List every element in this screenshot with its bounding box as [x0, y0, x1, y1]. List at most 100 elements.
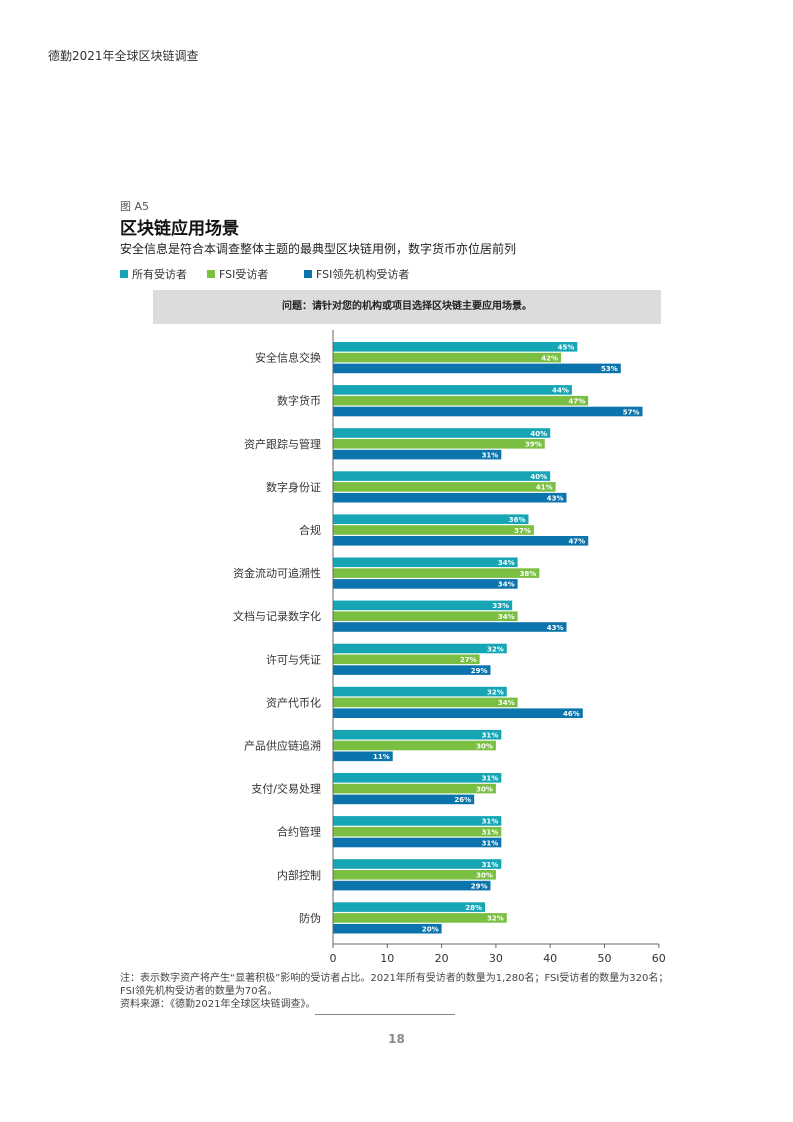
- data-label-all: 31%: [482, 775, 499, 783]
- x-tick-label: 0: [330, 952, 337, 965]
- data-label-all: 34%: [498, 559, 515, 567]
- category-label: 合约管理: [277, 825, 321, 839]
- bar-fsi: [333, 352, 562, 363]
- figure-title: 区块链应用场景: [120, 219, 239, 239]
- bar-fsi-lead: [333, 923, 442, 934]
- bar-fsi-lead: [333, 579, 518, 589]
- category-label: 资产代币化: [266, 695, 321, 709]
- document-header-title: 德勤2021年全球区块链调查: [48, 49, 199, 63]
- category-label: 数字货币: [277, 394, 321, 408]
- data-label-all: 36%: [509, 516, 526, 524]
- bar-all: [333, 686, 507, 697]
- data-label-all: 40%: [530, 473, 547, 481]
- data-label-fsi-lead: 47%: [568, 538, 585, 546]
- data-label-fsi: 41%: [536, 484, 553, 492]
- data-label-fsi-lead: 43%: [547, 624, 564, 632]
- bar-all: [333, 859, 502, 869]
- bar-fsi-lead: [333, 708, 583, 718]
- category-label: 安全信息交换: [255, 351, 321, 365]
- category-label: 合规: [299, 523, 321, 537]
- category-label: 数字身份证: [266, 480, 321, 494]
- bar-fsi: [333, 826, 502, 837]
- footnote-source: 资料来源：《德勤2021年全球区块链调查》。: [120, 999, 316, 1010]
- data-label-all: 31%: [482, 732, 499, 740]
- legend-swatch-fsi: [207, 270, 215, 278]
- bar-all: [333, 600, 513, 611]
- x-tick-label: 40: [543, 952, 557, 965]
- data-label-fsi: 37%: [514, 527, 531, 535]
- legend-swatch-fsi-lead: [304, 270, 312, 278]
- bar-all: [333, 342, 578, 352]
- bar-all: [333, 471, 551, 481]
- data-label-fsi-lead: 20%: [422, 926, 439, 934]
- survey-question: 问题：请针对您的机构或项目选择区块链主要应用场景。: [153, 290, 661, 324]
- figure-label: 图 A5: [120, 200, 150, 213]
- data-label-fsi-lead: 11%: [373, 753, 390, 761]
- category-label: 文档与记录数字化: [233, 609, 321, 623]
- x-tick-label: 20: [435, 952, 449, 965]
- bar-fsi: [333, 611, 518, 621]
- legend-item-fsi: FSI受访者: [207, 266, 268, 282]
- x-tick-label: 50: [598, 952, 612, 965]
- data-label-fsi: 31%: [482, 829, 499, 837]
- legend-item-all: 所有受访者: [120, 266, 187, 282]
- legend-item-fsi-lead: FSI领先机构受访者: [304, 266, 409, 282]
- bar-fsi-lead: [333, 536, 589, 546]
- bar-fsi: [333, 913, 507, 923]
- x-tick-label: 10: [380, 952, 394, 965]
- data-label-all: 40%: [530, 430, 547, 438]
- bar-all: [333, 773, 502, 783]
- data-label-all: 31%: [482, 818, 499, 826]
- bar-fsi-lead: [333, 880, 491, 891]
- data-label-fsi: 32%: [487, 915, 504, 923]
- bar-fsi: [333, 525, 534, 535]
- data-label-fsi: 42%: [541, 354, 558, 362]
- bar-fsi-lead: [333, 751, 393, 762]
- category-label: 支付/交易处理: [251, 782, 321, 796]
- data-label-fsi: 27%: [460, 656, 477, 664]
- category-label: 内部控制: [277, 868, 321, 882]
- footnote-rule: [315, 1014, 455, 1015]
- bar-fsi-lead: [333, 837, 502, 848]
- bar-fsi-lead: [333, 665, 491, 675]
- page-number: 18: [388, 1032, 405, 1046]
- bar-fsi: [333, 439, 545, 449]
- bar-fsi: [333, 783, 496, 794]
- data-label-fsi-lead: 34%: [498, 581, 515, 589]
- legend-swatch-all: [120, 270, 128, 278]
- data-label-fsi: 38%: [520, 570, 537, 578]
- data-label-all: 33%: [492, 602, 509, 610]
- data-label-fsi: 39%: [525, 441, 542, 449]
- category-label: 防伪: [299, 911, 321, 925]
- data-label-all: 32%: [487, 688, 504, 696]
- data-label-fsi-lead: 57%: [623, 408, 640, 416]
- x-tick-label: 30: [489, 952, 503, 965]
- data-label-fsi-lead: 53%: [601, 365, 618, 373]
- bar-fsi: [333, 697, 518, 708]
- bar-chart: 安全信息交换 45%42% 53% 数字货币 44% 47% 57% 资产跟踪与管理 40% 39…: [233, 330, 666, 965]
- data-label-fsi: 30%: [476, 742, 493, 750]
- data-label-fsi: 47%: [568, 398, 585, 406]
- bar-all: [333, 514, 529, 524]
- data-label-fsi-lead: 29%: [471, 667, 488, 675]
- footnote-line-1: 注：表示数字资产将产生“显著积极”影响的受访者占比。2021年所有受访者的数量为…: [120, 973, 669, 984]
- category-label: 资金流动可追溯性: [233, 566, 321, 580]
- bar-all: [333, 816, 502, 826]
- bar-fsi-lead: [333, 622, 567, 632]
- category-label: 产品供应链追溯: [244, 739, 321, 753]
- bar-fsi: [333, 395, 589, 406]
- bar-fsi-lead: [333, 492, 567, 503]
- category-label: 许可与凭证: [266, 652, 321, 666]
- figure-subtitle: 安全信息是符合本调查整体主题的最典型区块链用例，数字货币亦位居前列: [120, 242, 517, 256]
- legend-label-fsi-lead: FSI领先机构受访者: [316, 268, 410, 281]
- legend-label-all: 所有受访者: [132, 268, 187, 281]
- bar-fsi: [333, 870, 496, 880]
- legend-label-fsi: FSI受访者: [219, 268, 269, 281]
- bar-fsi: [333, 654, 480, 665]
- data-label-all: 44%: [552, 387, 569, 395]
- bar-fsi-lead: [333, 449, 502, 460]
- bar-fsi-lead: [333, 794, 475, 805]
- footnote: 注：表示数字资产将产生“显著积极”影响的受访者占比。2021年所有受访者的数量为…: [120, 972, 680, 1011]
- data-label-all: 45%: [558, 344, 575, 352]
- data-label-fsi-lead: 46%: [563, 710, 580, 718]
